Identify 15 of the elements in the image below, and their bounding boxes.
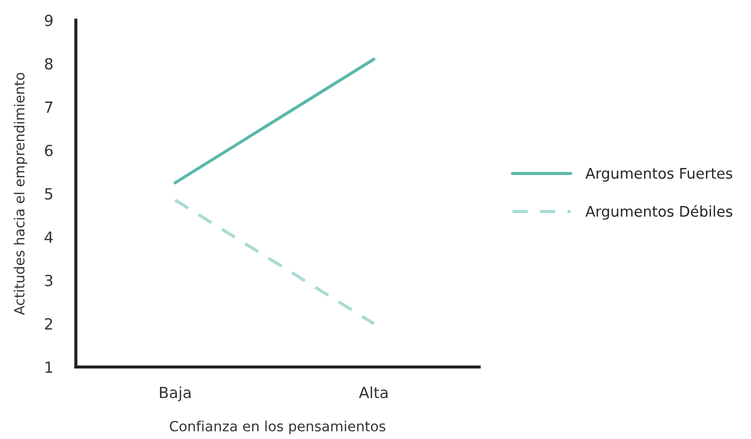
x-tick-label: Baja [160, 386, 191, 402]
y-tick-label: 8 [44, 58, 53, 70]
y-tick-label: 1 [46, 362, 52, 373]
x-axis-title: Confianza en los pensamientos [170, 420, 386, 434]
y-tick-label: 4 [44, 232, 53, 243]
y-tick-label: 9 [44, 14, 53, 26]
y-tick-label: 3 [45, 274, 52, 286]
y-tick-label: 5 [45, 188, 52, 200]
y-tick-label: 2 [45, 318, 52, 330]
legend-label: Argumentos Débiles [585, 204, 732, 220]
x-tick-label: Alta [358, 386, 388, 398]
y-tick-label: 6 [44, 144, 53, 156]
y-axis-title: Actitudes hacia el emprendimiento [14, 72, 28, 315]
y-tick-label: 7 [45, 102, 52, 113]
legend-label: Argumentos Fuertes [585, 168, 732, 182]
